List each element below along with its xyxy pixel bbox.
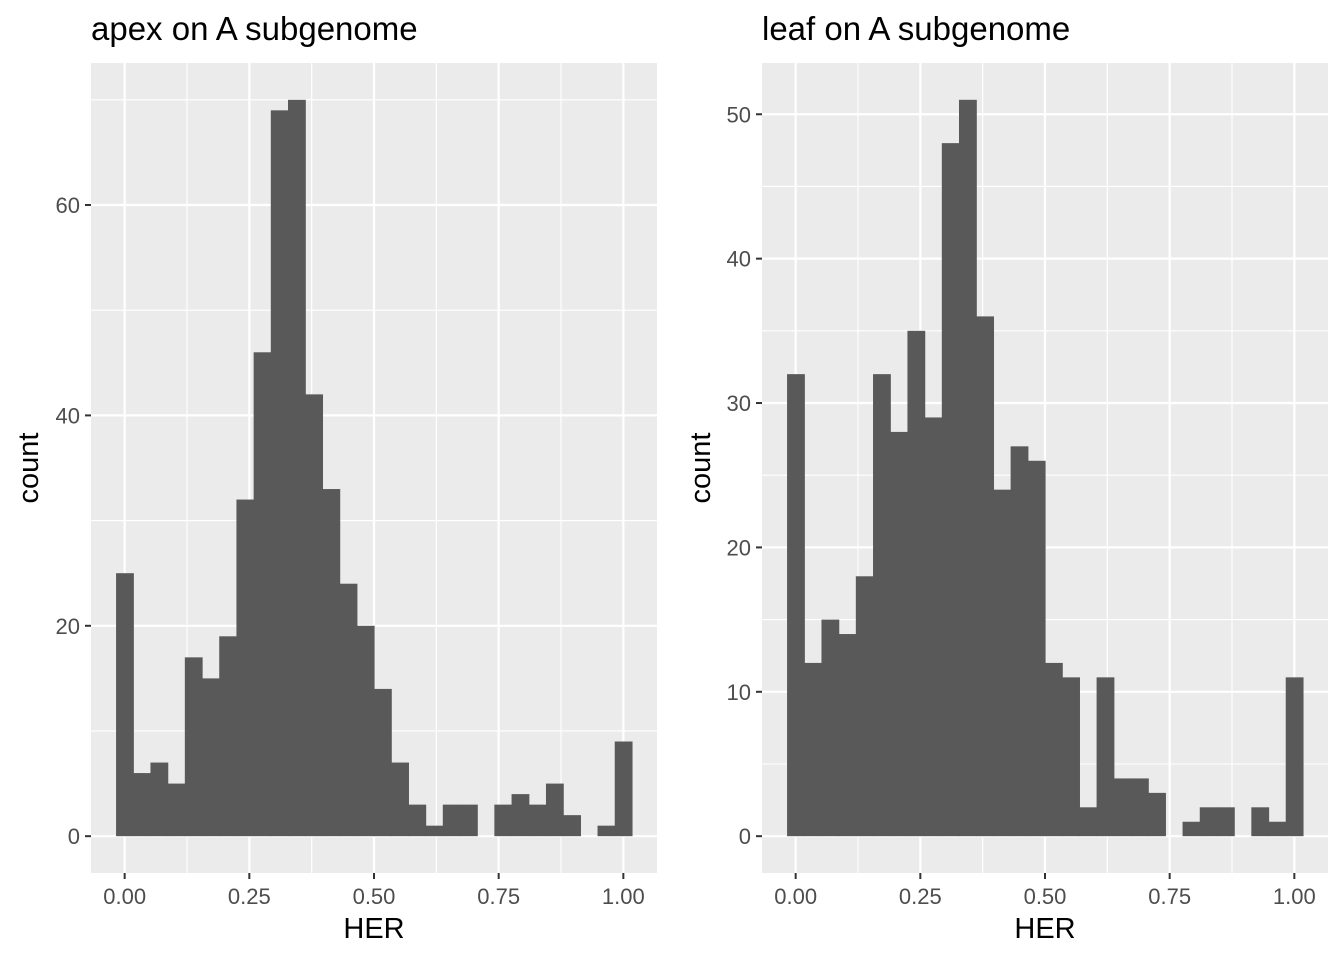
histogram-bar [253, 352, 272, 837]
histogram-bar [305, 394, 324, 837]
y-tick-label: 0 [739, 824, 751, 849]
histogram-bar [838, 634, 857, 837]
histogram-bar [511, 794, 530, 837]
histogram-bar [288, 99, 306, 837]
histogram-bar [442, 804, 461, 837]
x-tick-label: 0.75 [477, 884, 520, 909]
chart-leaf: 0.00 0.25 0.50 0.75 1.00 0 10 20 30 40 50 leaf on A… [685, 10, 1328, 945]
histogram-bar [356, 625, 375, 837]
x-tick-label: 1.00 [602, 884, 645, 909]
histogram-bar [563, 815, 581, 837]
histogram-bar [1216, 807, 1235, 837]
histogram-bar [976, 316, 995, 837]
histogram-bar [116, 573, 134, 837]
histogram-bar [873, 374, 891, 837]
histogram-bar [1113, 778, 1132, 837]
y-tick-label: 30 [727, 391, 751, 416]
x-tick-label: 1.00 [1273, 884, 1316, 909]
histogram-bar [545, 783, 564, 837]
histogram-bar [924, 417, 943, 837]
histogram-bar [1285, 677, 1304, 837]
histogram-bar [1044, 662, 1063, 837]
x-tick-label: 0.50 [353, 884, 396, 909]
histogram-bar [597, 825, 616, 837]
y-tick-label: 0 [68, 824, 80, 849]
histogram-bar [890, 431, 909, 837]
y-tick-label: 20 [56, 614, 80, 639]
histogram-bar [614, 741, 633, 837]
x-tick-label: 0.25 [228, 884, 271, 909]
histogram-bar [959, 99, 977, 837]
histogram-bar [391, 762, 409, 837]
histogram-bar [322, 489, 341, 837]
histogram-bar [1130, 778, 1149, 837]
histogram-bar [1199, 807, 1218, 837]
histogram-bar [528, 804, 547, 837]
histogram-bar [1062, 677, 1080, 837]
histogram-bar [494, 804, 513, 837]
histogram-bar [1096, 677, 1115, 837]
y-axis-title: count [685, 433, 717, 504]
y-tick-label: 20 [727, 535, 751, 560]
x-axis-title: HER [343, 913, 404, 945]
x-tick-label: 0.25 [899, 884, 942, 909]
histogram-bar [941, 143, 960, 837]
histogram-bar [150, 762, 169, 837]
y-tick-label: 40 [727, 247, 751, 272]
histogram-bar [1079, 807, 1098, 837]
x-tick-label: 0.00 [774, 884, 817, 909]
histogram-bar [1148, 792, 1166, 837]
histogram-bar [787, 374, 805, 837]
y-tick-label: 50 [727, 102, 751, 127]
x-axis-title: HER [1014, 913, 1075, 945]
histogram-bar [907, 330, 926, 837]
histogram-bar [425, 825, 444, 837]
histogram-bar [133, 773, 152, 837]
y-tick-label: 10 [727, 680, 751, 705]
histogram-bar [167, 783, 186, 837]
histogram-bar [1182, 821, 1201, 837]
histogram-bar [1268, 821, 1287, 837]
y-tick-label: 60 [56, 193, 80, 218]
histogram-bar [373, 688, 392, 837]
histogram-bar [270, 110, 289, 837]
histogram-bar [855, 576, 874, 837]
histogram-bar [459, 804, 478, 837]
chart-title: apex on A subgenome [91, 10, 418, 47]
histogram-bar [184, 657, 203, 837]
x-tick-label: 0.75 [1148, 884, 1191, 909]
histogram-bar [219, 636, 238, 837]
x-tick-label: 0.00 [103, 884, 146, 909]
chart-title: leaf on A subgenome [762, 10, 1070, 47]
histogram-bar [1251, 807, 1270, 837]
histogram-bar [339, 583, 358, 837]
histogram-bar [1027, 460, 1046, 837]
histogram-bar [821, 619, 840, 837]
chart-apex: 0.00 0.25 0.50 0.75 1.00 0 20 40 60 apex on A sub… [13, 10, 657, 945]
histogram-bar [804, 662, 823, 837]
y-axis-title: count [13, 433, 45, 504]
histogram-bar [993, 489, 1012, 837]
histogram-bar [236, 499, 255, 837]
histogram-bar [408, 804, 427, 837]
histogram-bar [1010, 446, 1029, 837]
histogram-bar [202, 678, 220, 837]
x-tick-label: 0.50 [1024, 884, 1067, 909]
y-tick-label: 40 [56, 403, 80, 428]
